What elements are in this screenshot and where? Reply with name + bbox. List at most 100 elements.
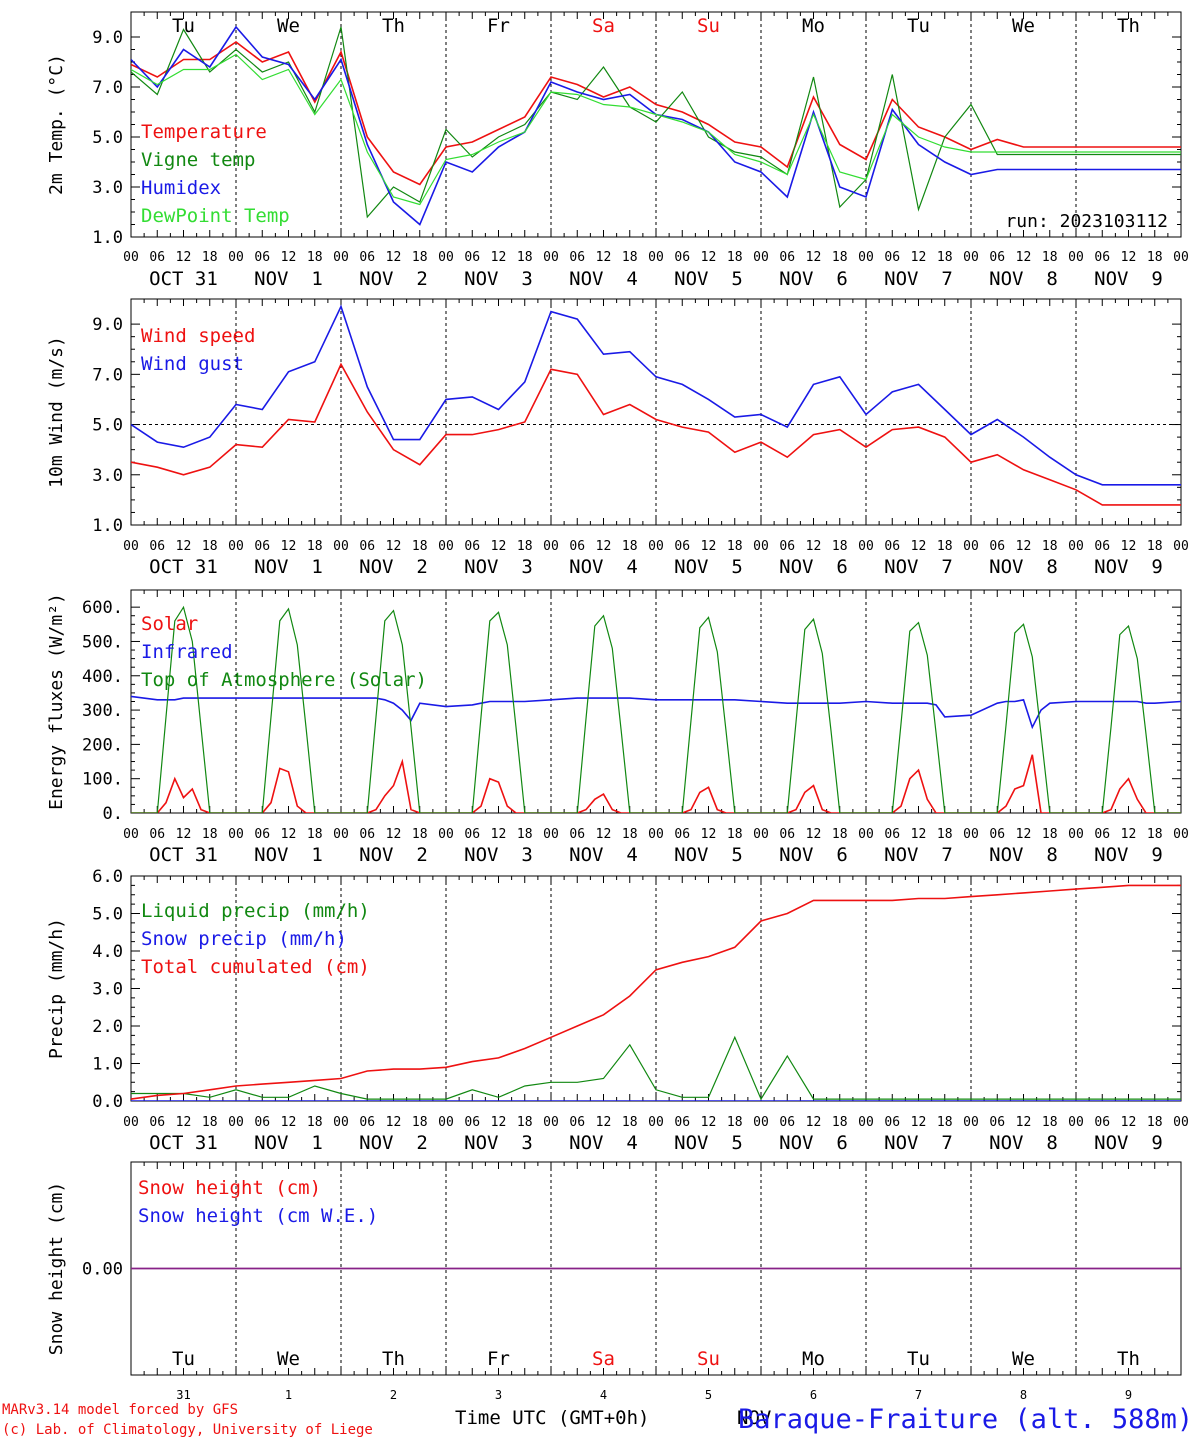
y-tick-label: 9.0 — [92, 315, 123, 335]
hour-label: 00 — [123, 827, 139, 842]
day-number: 5 — [705, 1388, 712, 1402]
hour-label: 00 — [1068, 250, 1084, 265]
snow-ylabel: Snow height (cm) — [46, 1182, 67, 1355]
hour-label: 00 — [858, 827, 874, 842]
hour-label: 00 — [543, 1115, 559, 1130]
hour-label: 00 — [858, 250, 874, 265]
series-wind-gust — [131, 304, 1181, 486]
hour-label: 12 — [491, 539, 507, 554]
hour-label: 00 — [753, 250, 769, 265]
date-label: NOV 9 — [1094, 844, 1163, 866]
date-label: NOV 7 — [884, 268, 953, 290]
hour-label: 00 — [228, 1115, 244, 1130]
y-tick-label: 0. — [103, 804, 123, 824]
hour-label: 06 — [149, 539, 165, 554]
day-number: 8 — [1020, 1388, 1027, 1402]
y-tick-label: 4.0 — [92, 942, 123, 962]
hour-label: 00 — [123, 250, 139, 265]
day-name: Th — [382, 1348, 405, 1370]
hour-label: 18 — [412, 827, 428, 842]
hour-label: 12 — [281, 1115, 297, 1130]
hour-label: 12 — [1121, 827, 1137, 842]
hour-label: 18 — [622, 539, 638, 554]
hour-label: 06 — [464, 539, 480, 554]
hour-label: 00 — [858, 1115, 874, 1130]
hour-label: 12 — [806, 1115, 822, 1130]
day-name: Tu — [907, 1348, 930, 1370]
day-name: Mo — [802, 1348, 825, 1370]
date-label: OCT 31 — [149, 844, 218, 866]
date-label: NOV 8 — [989, 1132, 1058, 1154]
y-tick-label: 200. — [82, 735, 123, 755]
hour-label: 06 — [884, 1115, 900, 1130]
hour-label: 00 — [963, 250, 979, 265]
hour-label: 18 — [1147, 1115, 1163, 1130]
hour-label: 06 — [569, 539, 585, 554]
hour-label: 18 — [517, 1115, 533, 1130]
hour-label: 00 — [438, 539, 454, 554]
day-name: Tu — [907, 15, 930, 37]
hour-label: 06 — [989, 539, 1005, 554]
hour-label: 06 — [884, 539, 900, 554]
hour-label: 12 — [176, 250, 192, 265]
hour-label: 18 — [727, 1115, 743, 1130]
footer: MARv3.14 model forced by GFS (c) Lab. of… — [2, 1402, 1193, 1438]
hour-label: 06 — [464, 1115, 480, 1130]
day-number: 1 — [285, 1388, 292, 1402]
hour-label: 12 — [596, 1115, 612, 1130]
hour-label: 00 — [648, 250, 664, 265]
date-label: NOV 2 — [359, 268, 428, 290]
hour-label: 06 — [254, 1115, 270, 1130]
legend-entry: Snow height (cm) — [138, 1177, 321, 1199]
day-name: Th — [1117, 1348, 1140, 1370]
hour-label: 00 — [1173, 250, 1189, 265]
hour-label: 06 — [1094, 1115, 1110, 1130]
y-tick-label: 1.0 — [92, 1055, 123, 1075]
energy-panel: 0. 100. 200. 300. 400. 500. 600. Energy fluxes … — [46, 589, 1189, 866]
hour-label: 18 — [832, 539, 848, 554]
hour-label: 00 — [963, 827, 979, 842]
hour-label: 00 — [858, 539, 874, 554]
hour-label: 00 — [333, 1115, 349, 1130]
date-label: OCT 31 — [149, 268, 218, 290]
hour-label: 00 — [228, 250, 244, 265]
date-label: NOV 4 — [569, 844, 638, 866]
hour-label: 06 — [779, 827, 795, 842]
date-label: NOV 1 — [254, 844, 323, 866]
hour-label: 06 — [674, 539, 690, 554]
date-label: NOV 2 — [359, 1132, 428, 1154]
date-label: OCT 31 — [149, 556, 218, 578]
hour-label: 12 — [281, 827, 297, 842]
date-label: NOV 7 — [884, 1132, 953, 1154]
date-label: OCT 31 — [149, 1132, 218, 1154]
snow-panel: 0.00 Snow height (cm) Snow height (cm) Snow… — [46, 1161, 1182, 1402]
day-number: 7 — [915, 1388, 922, 1402]
y-tick-label: 9.0 — [92, 28, 123, 48]
hour-label: 12 — [701, 827, 717, 842]
hour-label: 18 — [412, 1115, 428, 1130]
hour-label: 18 — [517, 539, 533, 554]
y-tick-label: 7.0 — [92, 78, 123, 98]
y-tick-label: 0.0 — [92, 1092, 123, 1112]
hour-label: 12 — [176, 827, 192, 842]
hour-label: 00 — [1173, 1115, 1189, 1130]
hour-label: 00 — [1068, 539, 1084, 554]
series-top-of-atmosphere-solar- — [131, 605, 1181, 813]
hour-label: 00 — [438, 827, 454, 842]
day-number: 31 — [176, 1388, 190, 1402]
y-tick-label: 5.0 — [92, 905, 123, 925]
day-name: Su — [697, 15, 720, 37]
hour-label: 06 — [359, 250, 375, 265]
date-label: NOV 6 — [779, 1132, 848, 1154]
hour-label: 18 — [1042, 827, 1058, 842]
date-label: NOV 6 — [779, 268, 848, 290]
hour-label: 06 — [989, 1115, 1005, 1130]
hour-label: 18 — [202, 1115, 218, 1130]
hour-label: 00 — [543, 250, 559, 265]
hour-label: 00 — [123, 1115, 139, 1130]
hour-label: 06 — [359, 539, 375, 554]
run-label: run: 2023103112 — [1005, 211, 1168, 232]
hour-label: 18 — [832, 827, 848, 842]
hour-label: 12 — [1121, 1115, 1137, 1130]
